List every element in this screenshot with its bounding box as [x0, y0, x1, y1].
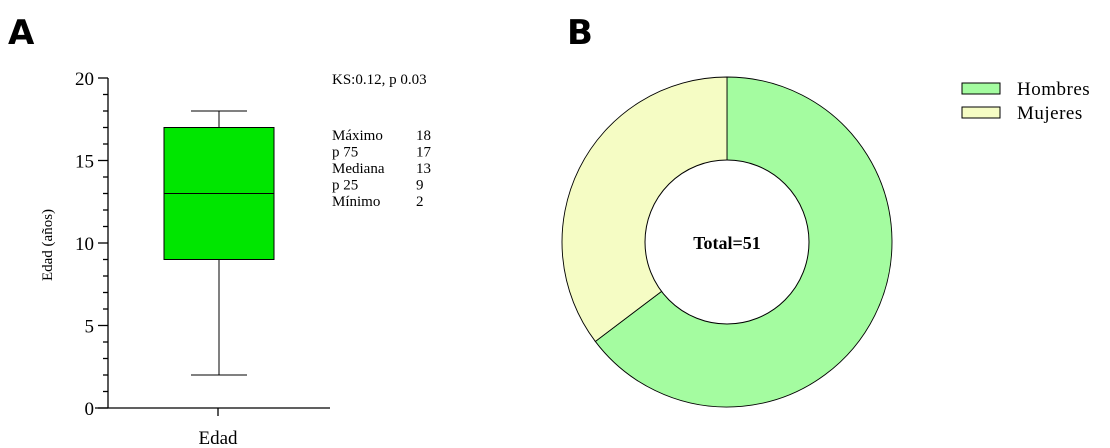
stats-label: Mínimo [332, 194, 380, 210]
y-axis-label: Edad (años) [40, 209, 56, 281]
y-tick-label: 10 [75, 234, 94, 255]
stats-table: Máximo 18 p 75 17 Mediana 13 p 25 9 Mínimo 2 [332, 128, 432, 210]
legend-label-mujeres: Mujeres [1017, 103, 1083, 124]
y-tick-label: 0 [85, 399, 95, 420]
stats-label: p 75 [332, 145, 358, 161]
y-tick-label: 5 [85, 317, 95, 338]
ks-annotation: KS:0.12, p 0.03 [332, 72, 427, 88]
stats-value: 9 [416, 178, 424, 194]
stats-value: 2 [416, 194, 424, 210]
y-tick-label: 20 [75, 69, 94, 90]
donut-hole [644, 159, 810, 325]
stats-label: Máximo [332, 128, 383, 144]
donut-chart: Total=51 [561, 76, 893, 408]
panel-label-a: A [8, 13, 35, 53]
legend-swatch-hombres [961, 82, 1001, 95]
box-marks [163, 110, 275, 376]
total-label: Total=51 [693, 233, 761, 253]
box-plot: 0 5 10 15 20 Edad (años) Edad KS:0.12, p 0.0… [40, 69, 432, 448]
stats-value: 13 [416, 161, 431, 177]
panel-label-b: B [567, 13, 593, 53]
y-tick-label: 15 [75, 152, 94, 173]
stats-value: 18 [416, 128, 431, 144]
legend: Hombres Mujeres [961, 79, 1090, 124]
x-category-label: Edad [198, 428, 238, 448]
stats-label: Mediana [332, 161, 385, 177]
stats-value: 17 [416, 145, 432, 161]
slice-mujeres [561, 76, 728, 343]
legend-swatch-mujeres [961, 106, 1001, 119]
legend-label-hombres: Hombres [1017, 79, 1090, 100]
y-ticks: 0 5 10 15 20 [75, 69, 219, 420]
stats-label: p 25 [332, 178, 358, 194]
